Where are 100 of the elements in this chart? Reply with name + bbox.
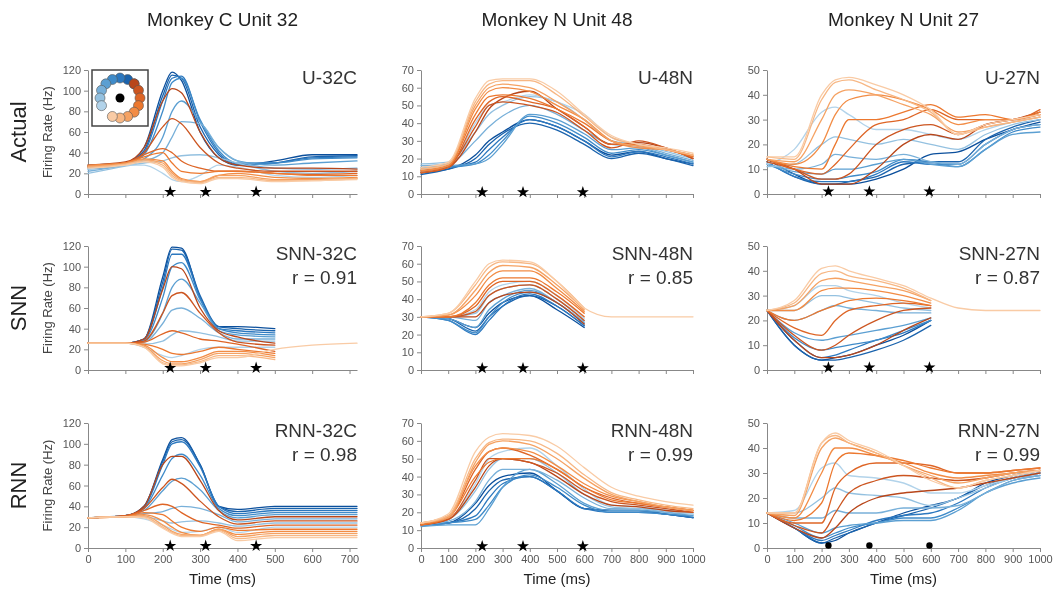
annotation: RNN-32C xyxy=(274,420,357,441)
y-tick-label: 80 xyxy=(68,281,81,294)
x-tick-label: 300 xyxy=(493,552,513,565)
chart-title: Monkey N Unit 27 xyxy=(827,9,980,30)
x-tick-label: 1000 xyxy=(681,552,706,565)
annotation: U-32C xyxy=(302,67,357,88)
y-tick-label: 100 xyxy=(62,260,81,273)
y-tick-label: 40 xyxy=(747,88,760,101)
x-tick-label: 700 xyxy=(949,552,968,565)
annotation: RNN-48N xyxy=(610,420,693,441)
y-tick-label: 0 xyxy=(74,542,81,555)
text: Actual xyxy=(6,101,31,163)
y-tick-label: 80 xyxy=(68,105,81,118)
chart-title: Monkey C Unit 32 xyxy=(146,9,299,30)
y-tick-label: 0 xyxy=(753,188,760,201)
x-tick-label: 700 xyxy=(602,552,622,565)
y-tick-label: 20 xyxy=(68,167,81,180)
y-tick-label: 10 xyxy=(747,163,760,176)
y-tick-label: 30 xyxy=(747,289,760,302)
y-tick-label: 120 xyxy=(62,64,81,77)
y-tick-label: 10 xyxy=(401,170,414,183)
y-tick-label: 10 xyxy=(401,346,414,359)
x-axis-title: Time (ms) xyxy=(189,570,256,587)
x-axis-title: Time (ms) xyxy=(870,570,937,587)
y-tick-label: 10 xyxy=(747,517,760,530)
y-axis-title: Firing Rate (Hz) xyxy=(40,86,55,178)
y-tick-label: 70 xyxy=(401,64,414,77)
y-tick-label: 20 xyxy=(747,314,760,327)
y-tick-label: 20 xyxy=(747,138,760,151)
y-tick-label: 0 xyxy=(407,364,414,377)
x-tick-label: 100 xyxy=(439,552,458,565)
annotation: SNN-48N xyxy=(611,243,693,264)
y-tick-label: 0 xyxy=(74,364,81,377)
y-tick-label: 10 xyxy=(747,339,760,352)
annotation: r = 0.87 xyxy=(975,267,1040,288)
y-tick-label: 30 xyxy=(747,113,760,126)
y-tick-label: 50 xyxy=(401,452,414,465)
x-tick-label: 700 xyxy=(340,552,360,565)
y-tick-label: 20 xyxy=(401,152,414,165)
y-axis-title: Firing Rate (Hz) xyxy=(40,439,55,532)
chart-title: Monkey N Unit 48 xyxy=(481,9,633,30)
y-tick-label: 60 xyxy=(401,81,414,94)
x-tick-label: 100 xyxy=(785,552,804,565)
annotation: U-27N xyxy=(985,67,1040,88)
y-tick-label: 60 xyxy=(68,126,81,139)
annotation: r = 0.91 xyxy=(292,267,357,288)
x-axis-title: Time (ms) xyxy=(523,570,591,587)
annotation: r = 0.99 xyxy=(628,444,693,465)
y-tick-label: 0 xyxy=(407,542,414,555)
x-tick-label: 500 xyxy=(266,552,285,565)
annotation: SNN-27N xyxy=(958,243,1040,264)
y-tick-label: 40 xyxy=(68,500,81,513)
y-tick-label: 50 xyxy=(401,275,414,288)
x-tick-label: 900 xyxy=(657,552,676,565)
y-tick-label: 40 xyxy=(401,293,414,306)
annotation: r = 0.85 xyxy=(628,267,693,288)
y-tick-label: 20 xyxy=(747,492,760,505)
y-tick-label: 70 xyxy=(401,417,414,430)
y-tick-label: 50 xyxy=(747,64,760,77)
x-tick-label: 500 xyxy=(894,552,914,565)
x-tick-label: 400 xyxy=(521,552,540,565)
x-tick-label: 400 xyxy=(228,552,248,565)
y-tick-label: 60 xyxy=(401,434,414,447)
x-tick-label: 300 xyxy=(840,552,859,565)
x-tick-label: 600 xyxy=(922,552,941,565)
x-tick-label: 200 xyxy=(466,552,486,565)
x-tick-label: 200 xyxy=(812,552,832,565)
x-tick-label: 1000 xyxy=(1028,552,1053,565)
y-tick-label: 30 xyxy=(401,488,414,501)
y-tick-label: 0 xyxy=(753,542,760,555)
y-tick-label: 40 xyxy=(401,117,414,130)
y-tick-label: 100 xyxy=(62,437,81,450)
x-tick-label: 800 xyxy=(629,552,649,565)
x-tick-label: 300 xyxy=(191,552,210,565)
y-axis-title: Firing Rate (Hz) xyxy=(40,262,55,354)
y-tick-label: 30 xyxy=(401,134,414,147)
annotation: SNN-32C xyxy=(275,243,357,264)
y-tick-label: 0 xyxy=(753,364,760,377)
text: RNN xyxy=(6,461,31,510)
y-tick-label: 50 xyxy=(747,240,760,253)
x-tick-label: 600 xyxy=(575,552,594,565)
y-tick-label: 80 xyxy=(68,458,81,471)
y-tick-label: 0 xyxy=(407,188,414,201)
x-tick-label: 800 xyxy=(976,552,996,565)
x-tick-label: 200 xyxy=(154,552,173,565)
y-tick-label: 100 xyxy=(62,84,81,97)
annotation: r = 0.99 xyxy=(975,444,1040,465)
y-tick-label: 30 xyxy=(401,310,414,323)
y-tick-label: 20 xyxy=(401,328,414,341)
x-tick-label: 100 xyxy=(116,552,136,565)
y-tick-label: 120 xyxy=(62,417,81,430)
y-tick-label: 60 xyxy=(68,302,81,315)
y-tick-label: 40 xyxy=(747,442,760,455)
y-tick-label: 40 xyxy=(747,264,760,277)
y-tick-label: 30 xyxy=(747,467,760,480)
y-tick-label: 70 xyxy=(401,240,414,253)
y-tick-label: 20 xyxy=(401,506,414,519)
y-tick-label: 120 xyxy=(62,240,81,253)
x-tick-label: 400 xyxy=(867,552,886,565)
x-tick-label: 0 xyxy=(85,552,92,565)
